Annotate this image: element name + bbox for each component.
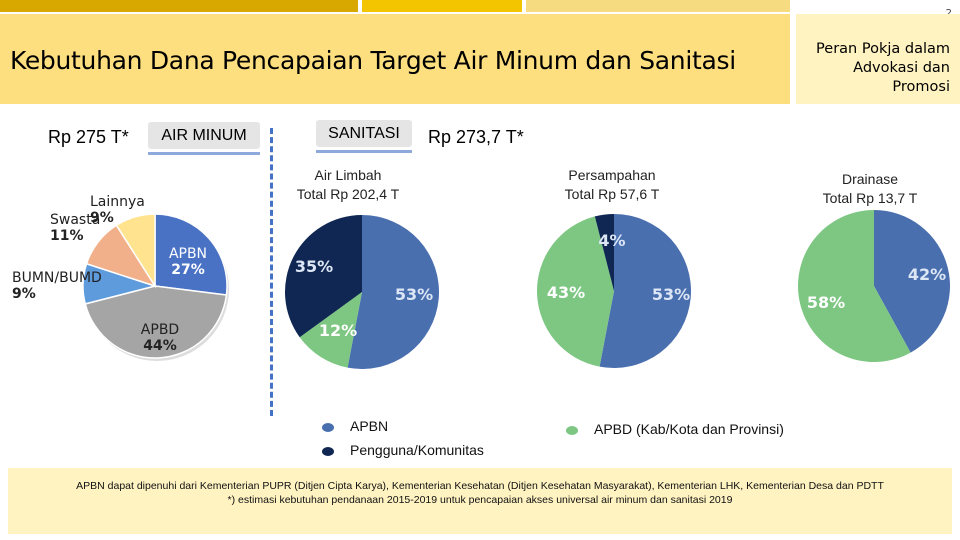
air-limbah-title-line-2: Total Rp 202,4 T xyxy=(296,186,400,202)
legend-apbd-swatch xyxy=(566,425,578,435)
sanitasi-underline xyxy=(316,150,412,153)
persampahan-label-pengguna-komunitas: 4% xyxy=(598,231,625,250)
air-minum-label-value-apbd: 44% xyxy=(143,338,177,354)
legend-pengguna-swatch xyxy=(322,446,334,456)
persampahan-pie: 53% 43% 4% xyxy=(537,214,692,369)
air-minum-label-name-apbd: APBD xyxy=(141,322,179,338)
air-limbah-label-apbn: 53% xyxy=(395,285,433,304)
drainase-slice-apbn xyxy=(874,210,950,353)
air-minum-label-apbd: APBD 44% xyxy=(141,322,179,354)
side-line-2: Advokasi dan xyxy=(853,60,950,76)
drainase-pie: 42% 58% xyxy=(797,210,950,362)
page-title: Kebutuhan Dana Pencapaian Target Air Min… xyxy=(10,46,736,75)
persampahan-label-apbd: 43% xyxy=(547,283,585,302)
air-minum-underline xyxy=(148,152,260,155)
air-minum-label-swasta: Swasta 11% xyxy=(50,212,100,244)
air-minum-slice-swasta xyxy=(85,224,157,288)
air-minum-label-value-apbn: 27% xyxy=(171,262,205,278)
drainase-label-apbd: 58% xyxy=(807,293,845,312)
air-minum-pie: APBN 27%APBD 44%BUMN/BUMD 9%Swasta 11%Lainny… xyxy=(12,194,229,361)
air-minum-label-name-bumn-bumd: BUMN/BUMD xyxy=(12,270,102,286)
side-panel xyxy=(796,14,960,104)
top-bar-3 xyxy=(526,0,790,12)
air-minum-tag: AIR MINUM xyxy=(148,122,260,149)
legend-pengguna-label: Pengguna/Komunitas xyxy=(350,442,484,458)
top-bar-1 xyxy=(0,0,358,12)
drainase-title: Drainase Total Rp 13,7 T xyxy=(790,170,950,208)
side-line-3: Promosi xyxy=(892,79,950,95)
air-minum-label-value-bumn-bumd: 9% xyxy=(12,286,36,302)
air-limbah-slice-apbn xyxy=(347,215,439,369)
persampahan-title-line-1: Persampahan xyxy=(568,167,656,183)
persampahan-title: Persampahan Total Rp 57,6 T xyxy=(532,166,692,204)
air-minum-pie-shadow xyxy=(85,217,229,361)
air-minum-label-apbn: APBN 27% xyxy=(169,246,207,278)
air-minum-slice-apbd xyxy=(84,285,228,359)
drainase-title-line-2: Total Rp 13,7 T xyxy=(822,190,918,206)
persampahan-label-apbn: 53% xyxy=(652,285,690,304)
page-number: 2 xyxy=(946,8,952,19)
air-minum-label-name-apbn: APBN xyxy=(169,246,207,262)
air-minum-label-name-swasta: Swasta xyxy=(50,212,100,228)
air-minum-total: Rp 275 T* xyxy=(48,127,129,147)
air-minum-label-name-lainnya: Lainnya xyxy=(90,194,145,210)
air-limbah-slice-pengguna-komunitas xyxy=(285,215,362,338)
section-divider xyxy=(270,128,273,416)
legend-apbn-label: APBN xyxy=(350,418,389,434)
air-minum-label-value-lainnya: 9% xyxy=(90,210,114,226)
top-bar-2 xyxy=(362,0,522,12)
legend-apbd-label: APBD (Kab/Kota dan Provinsi) xyxy=(594,421,784,437)
air-limbah-title-line-1: Air Limbah xyxy=(314,167,382,183)
air-limbah-label-apbd: 12% xyxy=(319,321,357,340)
air-minum-slice-lainnya xyxy=(115,213,156,289)
drainase-title-line-1: Drainase xyxy=(841,171,899,187)
sanitasi-tag: SANITASI xyxy=(316,120,412,147)
persampahan-slice-pengguna-komunitas xyxy=(594,214,614,291)
persampahan-slice-apbd xyxy=(537,216,614,367)
footer-line-2: *) estimasi kebutuhan pendanaan 2015-201… xyxy=(227,494,733,506)
air-limbah-slice-apbd xyxy=(299,292,362,368)
drainase-slice-apbd xyxy=(797,210,911,362)
air-limbah-title: Air Limbah Total Rp 202,4 T xyxy=(268,166,428,204)
legend-apbn-swatch xyxy=(322,422,334,432)
footer-note-box xyxy=(8,468,952,534)
air-limbah-label-pengguna-komunitas: 35% xyxy=(295,257,333,276)
side-panel-text: Peran Pokja dalam Advokasi dan Promosi xyxy=(800,40,950,97)
legend-apbn: APBN xyxy=(322,418,388,434)
persampahan-slice-apbn xyxy=(599,214,692,369)
air-minum-label-lainnya: Lainnya 9% xyxy=(90,194,145,226)
drainase-label-apbn: 42% xyxy=(908,265,946,284)
footer-line-1: APBN dapat dipenuhi dari Kementerian PUP… xyxy=(76,480,884,492)
title-bar xyxy=(0,14,790,104)
air-minum-label-bumn-bumd: BUMN/BUMD 9% xyxy=(12,270,102,302)
legend-apbd: APBD (Kab/Kota dan Provinsi) xyxy=(566,421,784,437)
legend-pengguna: Pengguna/Komunitas xyxy=(322,442,484,458)
air-minum-slice-apbn xyxy=(154,213,228,296)
air-limbah-pie: 53% 12% 35% xyxy=(285,215,439,369)
side-line-1: Peran Pokja dalam xyxy=(816,41,950,57)
air-minum-label-value-swasta: 11% xyxy=(50,228,84,244)
persampahan-title-line-2: Total Rp 57,6 T xyxy=(564,186,660,202)
sanitasi-total: Rp 273,7 T* xyxy=(428,127,524,147)
air-minum-slice-bumn-bumd xyxy=(82,262,158,305)
